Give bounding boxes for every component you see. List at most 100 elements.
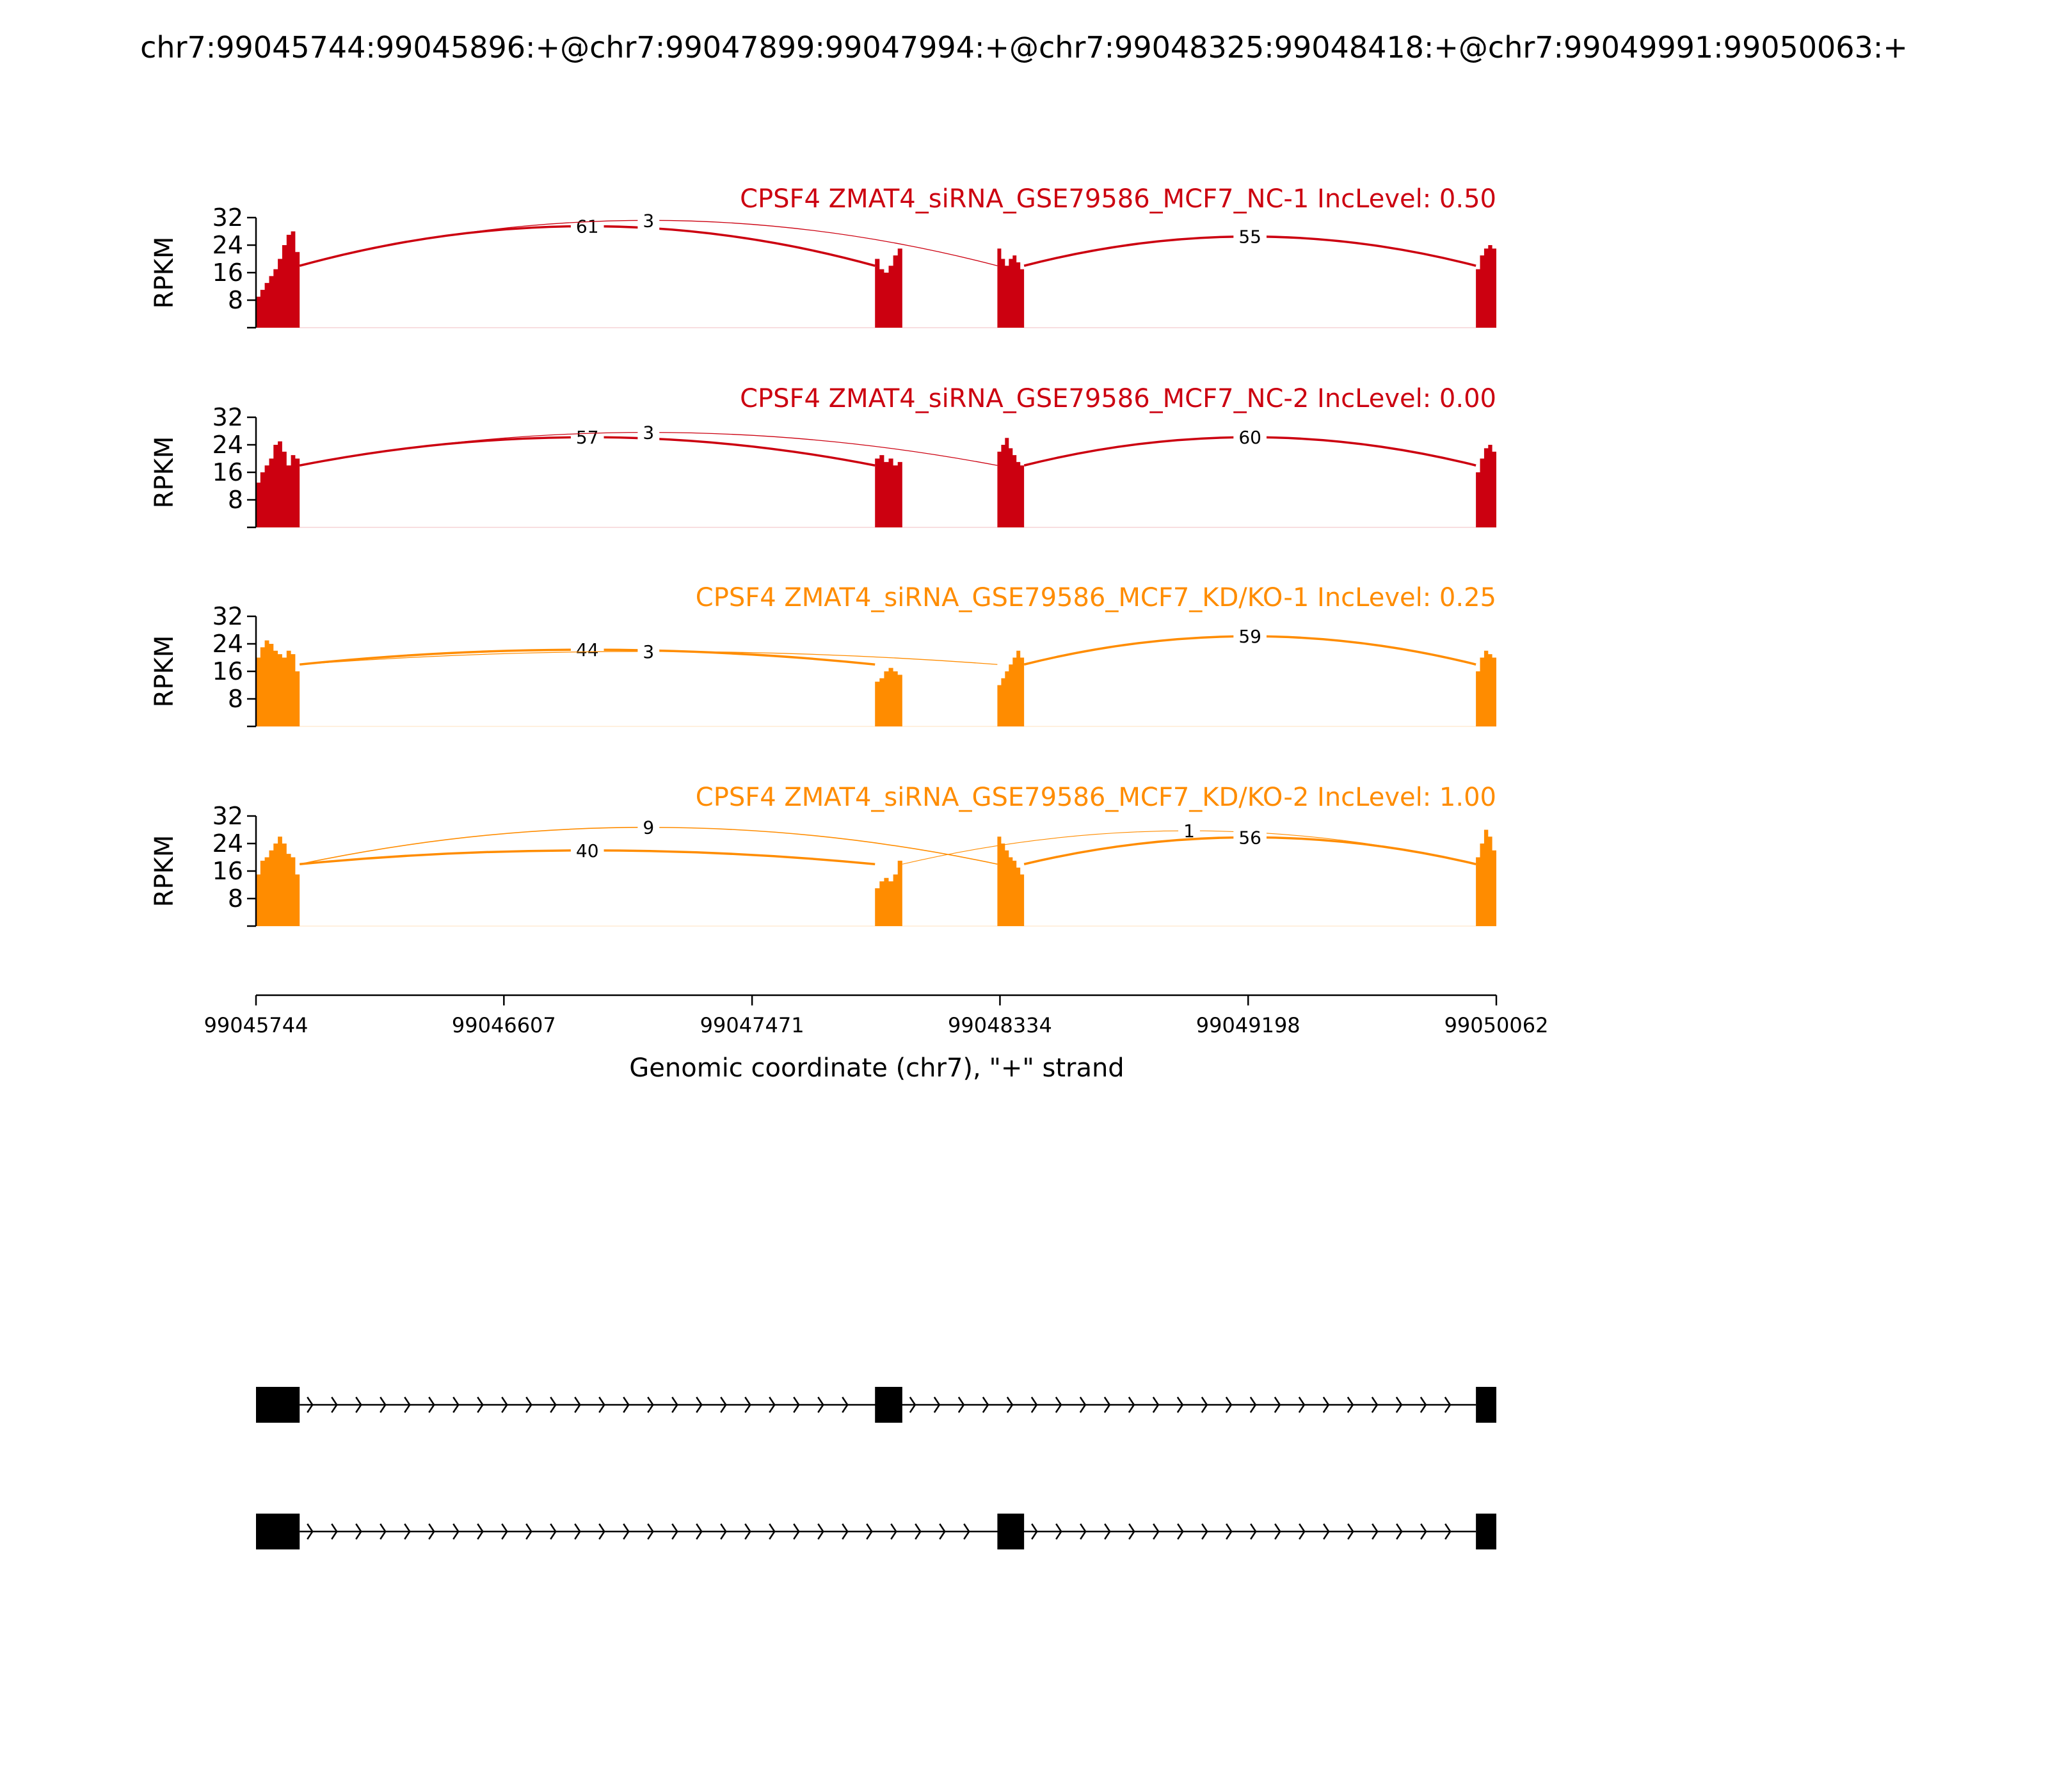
strand-arrow: [817, 1523, 824, 1540]
exon-block-2: [875, 1387, 902, 1423]
strand-arrow: [331, 1396, 338, 1413]
strand-arrow: [1299, 1523, 1306, 1540]
coverage-exon-1: [256, 441, 300, 527]
y-axis-label: RPKM: [150, 835, 179, 908]
coverage-exon-2: [875, 248, 902, 328]
strand-arrow: [1396, 1523, 1403, 1540]
y-tick-label: 16: [212, 657, 243, 685]
junction-count-bg: [570, 426, 604, 450]
strand-arrow: [696, 1396, 703, 1413]
strand-arrow: [428, 1523, 435, 1540]
exon-block-1: [256, 1387, 300, 1423]
strand-arrow: [1103, 1396, 1111, 1413]
panel-4: 40 9 1 56 CPSF4 ZMAT4_siRNA_GSE79586_MCF7_KD…: [150, 783, 1496, 927]
junction-count-bg: [637, 639, 660, 664]
strand-arrow: [720, 1396, 727, 1413]
coverage-exon-4: [1476, 829, 1496, 926]
strand-arrow: [1372, 1523, 1379, 1540]
strand-arrow: [1250, 1523, 1257, 1540]
y-tick-label: 16: [212, 857, 243, 885]
strand-arrow: [647, 1396, 654, 1413]
coverage-exon-2: [875, 455, 902, 527]
y-tick-label: 32: [212, 602, 243, 630]
y-tick-label: 16: [212, 458, 243, 486]
junction-count-bg: [1233, 625, 1267, 649]
strand-arrow: [501, 1523, 508, 1540]
coverage-exon-4: [1476, 245, 1496, 328]
y-tick-label: 24: [212, 231, 243, 259]
strand-arrow: [1249, 1396, 1257, 1413]
plot-title: chr7:99045744:99045896:+@chr7:99047899:9…: [140, 30, 1908, 65]
strand-arrow: [1274, 1396, 1281, 1413]
strand-arrow: [915, 1523, 922, 1540]
strand-arrow: [842, 1523, 849, 1540]
coverage-exon-2: [875, 668, 902, 726]
strand-arrow: [404, 1523, 411, 1540]
strand-arrow: [1347, 1396, 1354, 1413]
exon-block-3: [1476, 1514, 1496, 1549]
x-tick-label: 99047471: [700, 1013, 804, 1037]
sample-label: CPSF4 ZMAT4_siRNA_GSE79586_MCF7_NC-1 Inc…: [740, 184, 1496, 214]
strand-arrow: [1323, 1523, 1330, 1540]
strand-arrow: [1225, 1396, 1233, 1413]
strand-arrow: [866, 1523, 873, 1540]
strand-arrow: [696, 1523, 703, 1540]
junction-count-3: 1: [1183, 820, 1195, 842]
strand-arrow: [647, 1523, 654, 1540]
strand-arrow: [1080, 1523, 1087, 1540]
junction-count-bg: [570, 838, 604, 863]
strand-arrow: [1055, 1396, 1062, 1413]
x-tick-label: 99046607: [452, 1013, 556, 1037]
exon-block-1: [256, 1514, 300, 1549]
coverage-exon-3: [997, 438, 1025, 527]
junction-count-3: 55: [1238, 227, 1261, 248]
junction-count-1: 40: [576, 840, 599, 861]
strand-arrow: [817, 1396, 824, 1413]
coverage-exon-3: [997, 650, 1025, 726]
strand-arrow: [1347, 1523, 1354, 1540]
strand-arrow: [1201, 1396, 1208, 1413]
coverage-exon-4: [1476, 445, 1496, 527]
strand-arrow: [1006, 1396, 1014, 1413]
junction-count-2: 3: [643, 641, 654, 662]
strand-arrow: [769, 1396, 776, 1413]
strand-arrow: [380, 1396, 387, 1413]
coverage-exon-2: [875, 860, 902, 926]
x-tick-label: 99049198: [1196, 1013, 1300, 1037]
y-tick-label: 8: [228, 884, 243, 913]
strand-arrow: [957, 1396, 965, 1413]
strand-arrow: [769, 1523, 776, 1540]
junction-count-bg: [570, 214, 604, 239]
strand-arrow: [452, 1523, 460, 1540]
isoform-1: [256, 1387, 1496, 1423]
strand-arrow: [1371, 1396, 1379, 1413]
junction-count-bg: [637, 420, 660, 445]
strand-arrow: [307, 1396, 314, 1413]
strand-arrow: [1298, 1396, 1306, 1413]
junction-count-bg: [1233, 826, 1267, 850]
strand-arrow: [1177, 1523, 1184, 1540]
strand-arrow: [933, 1396, 941, 1413]
y-tick-label: 8: [228, 286, 243, 314]
strand-arrow: [307, 1523, 314, 1540]
strand-arrow: [1420, 1396, 1427, 1413]
strand-arrow: [1030, 1396, 1038, 1413]
strand-arrow: [939, 1523, 946, 1540]
strand-arrow: [355, 1396, 362, 1413]
strand-arrow: [1153, 1523, 1160, 1540]
junction-count-3: 59: [1238, 626, 1261, 647]
strand-arrow: [1322, 1396, 1330, 1413]
coverage-exon-1: [256, 836, 300, 926]
strand-arrow: [598, 1396, 605, 1413]
strand-arrow: [404, 1396, 411, 1413]
strand-arrow: [1128, 1396, 1135, 1413]
strand-arrow: [1055, 1523, 1062, 1540]
x-axis: Genomic coordinate (chr7), "+" strand 99…: [204, 994, 1548, 1083]
strand-arrow: [525, 1523, 532, 1540]
junction-count-2: 3: [643, 422, 654, 444]
strand-arrow: [355, 1523, 362, 1540]
junction-count-bg: [570, 638, 604, 662]
junction-count-bg: [1233, 225, 1267, 249]
junction-count-1: 44: [576, 639, 599, 660]
